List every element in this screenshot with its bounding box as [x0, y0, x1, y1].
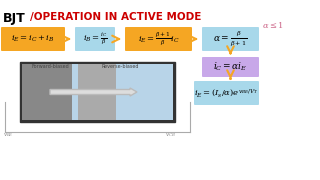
Text: $i_E = \frac{\beta+1}{\beta}i_C$: $i_E = \frac{\beta+1}{\beta}i_C$ [138, 30, 179, 48]
Text: $i_E = (I_s/\alpha)e^{v_{BE}/V_T}$: $i_E = (I_s/\alpha)e^{v_{BE}/V_T}$ [194, 87, 259, 99]
FancyBboxPatch shape [20, 62, 175, 122]
Text: $v_{BE}$: $v_{BE}$ [3, 131, 13, 139]
FancyBboxPatch shape [202, 57, 259, 77]
Text: $i_E = i_C + i_B$: $i_E = i_C + i_B$ [11, 34, 55, 44]
FancyBboxPatch shape [202, 27, 259, 51]
FancyArrow shape [50, 88, 137, 96]
FancyBboxPatch shape [75, 27, 115, 51]
Text: $i_C = \alpha i_E$: $i_C = \alpha i_E$ [213, 61, 248, 73]
Text: Forward-biased: Forward-biased [31, 64, 69, 69]
Text: $i_B = \frac{i_C}{\beta}$: $i_B = \frac{i_C}{\beta}$ [83, 31, 107, 47]
FancyBboxPatch shape [194, 81, 259, 105]
FancyBboxPatch shape [125, 27, 192, 51]
Text: BJT: BJT [3, 12, 26, 25]
Text: $v_{CB}$: $v_{CB}$ [164, 131, 175, 139]
Text: Reverse-biased: Reverse-biased [101, 64, 139, 69]
Text: $\alpha \leq 1$: $\alpha \leq 1$ [262, 20, 284, 30]
FancyBboxPatch shape [22, 64, 72, 120]
Text: $\alpha = \frac{\beta}{\beta+1}$: $\alpha = \frac{\beta}{\beta+1}$ [213, 30, 248, 48]
FancyBboxPatch shape [22, 64, 173, 120]
FancyBboxPatch shape [1, 27, 65, 51]
FancyBboxPatch shape [78, 64, 116, 120]
Text: /OPERATION IN ACTIVE MODE: /OPERATION IN ACTIVE MODE [30, 12, 201, 22]
